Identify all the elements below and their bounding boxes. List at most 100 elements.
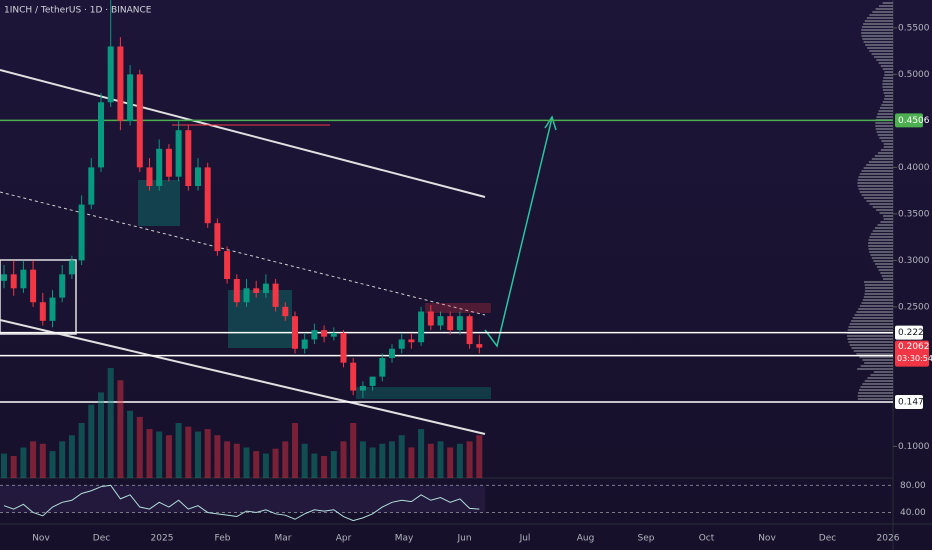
candle-body	[185, 130, 192, 186]
profile-bar	[847, 335, 893, 337]
profile-bar	[867, 47, 893, 49]
profile-bar	[863, 167, 893, 169]
candle-body	[437, 316, 444, 326]
profile-bar	[868, 161, 893, 163]
volume-bar	[398, 435, 405, 478]
volume-bar	[204, 429, 211, 478]
candle-body	[476, 344, 483, 348]
volume-bar	[224, 441, 231, 478]
profile-bar	[871, 158, 893, 160]
candle-body	[146, 167, 153, 186]
x-tick-label: Dec	[93, 534, 110, 544]
profile-bar	[879, 137, 893, 139]
candle-body	[30, 269, 37, 303]
profile-bar	[878, 269, 893, 271]
volume-bar	[1, 453, 7, 478]
profile-bar	[868, 242, 893, 244]
last-price-label: 0.2062	[898, 342, 930, 352]
profile-bar	[883, 77, 893, 79]
zone	[425, 303, 491, 313]
profile-bar	[872, 230, 893, 232]
volume-bar	[233, 443, 240, 478]
profile-bar	[882, 80, 893, 82]
profile-bar	[883, 92, 893, 94]
last-price-tag	[895, 340, 929, 367]
profile-bar	[862, 359, 893, 361]
profile-bar	[872, 206, 893, 208]
profile-bar	[869, 14, 893, 16]
candle-body	[301, 339, 308, 349]
volume-bar	[340, 441, 347, 478]
volume-bar	[408, 447, 415, 478]
volume-profile	[847, 2, 893, 400]
profile-bar	[864, 290, 893, 292]
candle-body	[78, 204, 85, 261]
profile-bar	[875, 128, 893, 130]
profile-bar	[876, 131, 893, 133]
candle-body	[408, 339, 415, 343]
x-tick-label: May	[395, 534, 414, 544]
profile-bar	[867, 377, 893, 379]
profile-bar	[856, 353, 893, 355]
candle-body	[379, 358, 386, 377]
volume-bar	[272, 448, 279, 478]
trend-line	[0, 191, 486, 316]
volume-bar	[292, 423, 298, 478]
volume-bar	[330, 451, 337, 478]
rsi-tick-label: 40.00	[900, 508, 926, 518]
profile-bar	[858, 188, 893, 190]
x-tick-label: Aug	[577, 534, 595, 544]
volume-bar	[321, 456, 328, 478]
profile-bar	[868, 239, 893, 241]
profile-bar	[852, 317, 893, 319]
level-tag	[895, 325, 923, 340]
trend-line	[0, 69, 486, 198]
rsi-band	[0, 485, 485, 513]
profile-bar	[871, 257, 893, 259]
candle-body	[321, 330, 328, 337]
profile-bar	[883, 278, 893, 280]
volume-bar	[156, 431, 163, 478]
volume-bar	[437, 441, 444, 478]
profile-bar	[882, 86, 893, 88]
profile-bar	[859, 305, 893, 307]
volume-bar	[117, 380, 124, 478]
volume-bar	[39, 443, 46, 478]
candle-body	[272, 283, 279, 307]
volume-bar	[88, 404, 95, 478]
y-tick-label: 0.4000	[898, 163, 930, 173]
profile-bar	[884, 95, 893, 97]
profile-bar	[879, 107, 893, 109]
candle-body	[466, 316, 473, 345]
profile-bar	[870, 233, 893, 235]
profile-bar	[864, 284, 893, 286]
candle-body	[195, 167, 201, 186]
profile-bar	[848, 326, 893, 328]
rsi-line	[3, 484, 480, 522]
candle-body	[330, 332, 337, 337]
volume-bar	[165, 435, 172, 478]
level-label: 0.2223	[898, 328, 930, 338]
profile-bar	[861, 32, 893, 34]
candle-body	[1, 274, 7, 281]
profile-bar	[859, 356, 893, 358]
x-tick-label: Jun	[456, 534, 471, 544]
profile-bar	[863, 296, 893, 298]
candle-body	[456, 316, 463, 331]
volume-bar	[59, 441, 66, 478]
candle-body	[136, 74, 143, 168]
projection-arrow	[484, 117, 553, 348]
volume-bar	[427, 443, 434, 478]
candle-body	[224, 251, 231, 279]
profile-bar	[882, 2, 893, 4]
y-tick-label: 0.5000	[898, 70, 930, 80]
profile-bar	[862, 299, 893, 301]
volume-bar	[30, 441, 37, 478]
profile-bar	[870, 254, 893, 256]
level-label: 0.4506	[898, 116, 930, 126]
y-tick-label: 0.3500	[898, 209, 930, 219]
candle-body	[292, 316, 298, 349]
candle-body	[340, 332, 347, 363]
countdown: 03:30:54	[897, 354, 932, 363]
